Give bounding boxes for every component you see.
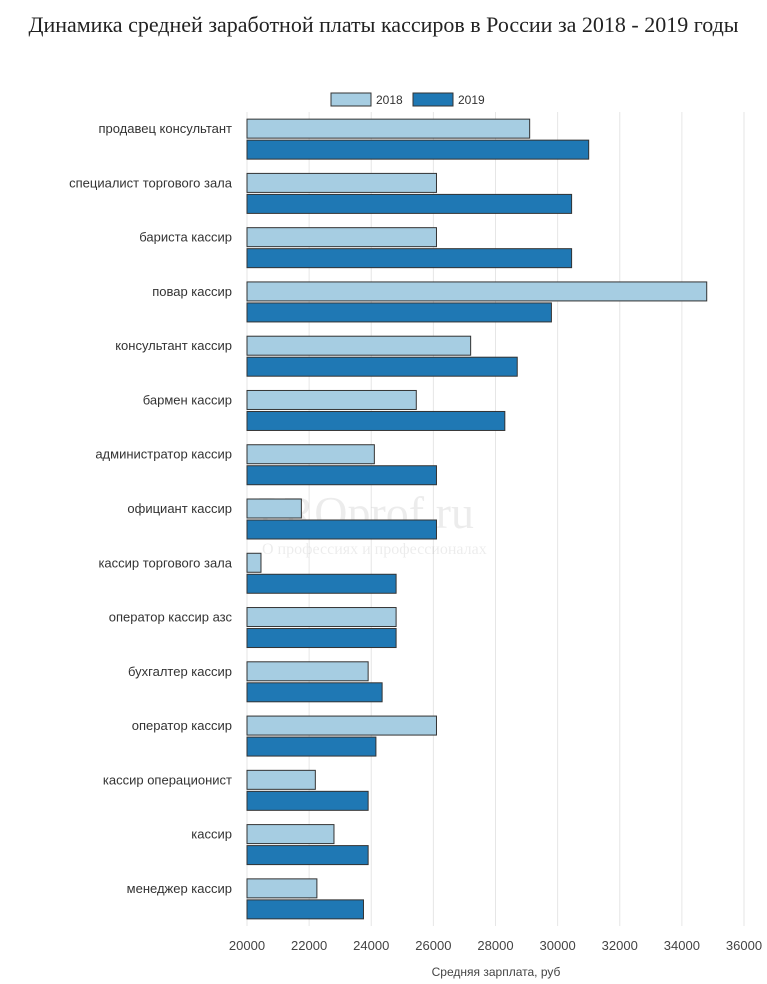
x-axis-ticks: 20000 22000 24000 26000 28000 30000 32000 34000… [229,938,762,953]
bar-2018 [246,824,335,845]
category-label: бариста кассир [139,230,232,245]
bar-2019 [246,682,383,703]
category-label: менеджер кассир [127,881,232,896]
bar-2019 [246,193,573,214]
x-tick-label: 28000 [477,938,513,953]
category-label: кассир [191,827,232,842]
x-tick-label: 26000 [415,938,451,953]
x-tick-label: 20000 [229,938,265,953]
x-tick-label: 32000 [602,938,638,953]
x-tick-label: 22000 [291,938,327,953]
category-label: кассир торгового зала [98,555,232,570]
bar-2018 [246,498,302,519]
bar-2018 [246,661,369,682]
category-labels: продавец консультант специалист торгового… [69,121,233,896]
bar-2018 [246,172,437,193]
bar-2019 [246,356,518,377]
bar-2019 [246,628,397,649]
category-label: повар кассир [152,284,232,299]
bar-2019 [246,573,397,594]
category-label: оператор кассир [132,718,232,733]
watermark-tagline: О профессиях и профессионалах [262,541,487,558]
bar-2018 [246,715,437,736]
category-label: кассир операционист [103,772,232,787]
category-label: бармен кассир [143,392,232,407]
legend-label-2019: 2019 [458,93,485,107]
category-label: бухгалтер кассир [128,664,232,679]
bar-2018 [246,227,437,248]
bar-2018 [246,769,316,790]
grid-lines [246,112,745,926]
category-label: продавец консультант [98,121,232,136]
bar-2019 [246,465,437,486]
bar-2018 [246,444,375,465]
bar-2019 [246,790,369,811]
category-label: консультант кассир [115,338,232,353]
bar-2018 [246,878,318,899]
category-label: администратор кассир [95,447,232,462]
bar-2018 [246,389,417,410]
chart-title: Динамика средней заработной платы кассир… [28,12,739,37]
x-tick-label: 30000 [540,938,576,953]
x-axis-title: Средняя зарплата, руб [432,965,561,979]
bar-2019 [246,302,552,323]
legend-swatch-2019 [412,92,454,107]
bar-2019 [246,410,506,431]
category-label: специалист торгового зала [69,175,233,190]
bars [246,118,708,920]
legend: 2018 2019 [330,92,485,107]
bar-2019 [246,845,369,866]
bar-2019 [246,248,573,269]
bar-2018 [246,552,262,573]
category-label: официант кассир [127,501,232,516]
bar-2019 [246,736,377,757]
bar-2018 [246,335,472,356]
bar-2018 [246,607,397,628]
bar-2019 [246,899,364,920]
legend-swatch-2018 [330,92,372,107]
bar-2018 [246,118,531,139]
bar-2018 [246,281,708,302]
bar-2019 [246,519,437,540]
bar-2019 [246,139,590,160]
x-tick-label: 34000 [664,938,700,953]
legend-label-2018: 2018 [376,93,403,107]
x-tick-label: 24000 [353,938,389,953]
x-tick-label: 36000 [726,938,762,953]
category-label: оператор кассир азс [109,610,233,625]
